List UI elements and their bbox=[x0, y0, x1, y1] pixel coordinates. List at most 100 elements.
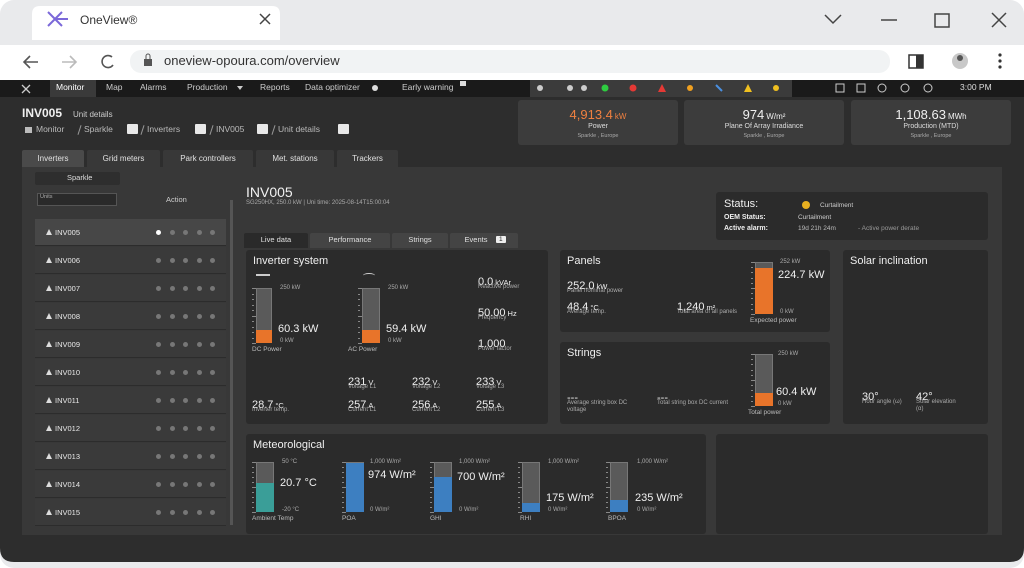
nav-item[interactable]: Data optimizer bbox=[305, 82, 360, 92]
row-action[interactable] bbox=[169, 398, 175, 403]
breadcrumb-item[interactable]: Inverters bbox=[147, 124, 181, 134]
breadcrumb-item[interactable]: Unit details bbox=[278, 124, 321, 134]
detail-tab[interactable] bbox=[392, 233, 448, 248]
tab-label[interactable]: Inverters bbox=[37, 154, 69, 163]
row-action[interactable] bbox=[183, 370, 188, 375]
row-action[interactable] bbox=[196, 230, 202, 235]
unit-row[interactable] bbox=[35, 331, 226, 358]
unit-row[interactable] bbox=[35, 303, 226, 330]
row-action[interactable] bbox=[196, 510, 202, 515]
row-action[interactable] bbox=[169, 370, 175, 375]
detail-tab[interactable] bbox=[310, 233, 390, 248]
unit-row[interactable] bbox=[35, 247, 226, 274]
url-bar[interactable] bbox=[130, 50, 890, 73]
unit-name[interactable]: INV007 bbox=[55, 284, 81, 293]
nav-item[interactable]: Reports bbox=[260, 82, 290, 92]
detail-tab-label[interactable]: Live data bbox=[260, 235, 292, 244]
unit-name[interactable]: INV009 bbox=[55, 340, 81, 349]
tab[interactable] bbox=[256, 150, 334, 167]
unit-row[interactable] bbox=[35, 219, 226, 246]
row-action[interactable] bbox=[183, 510, 188, 515]
row-action[interactable] bbox=[169, 426, 175, 431]
menu-dot[interactable] bbox=[998, 65, 1002, 69]
nav-item[interactable]: Monitor bbox=[56, 82, 85, 92]
nav-item[interactable]: Production bbox=[187, 82, 228, 92]
row-action[interactable] bbox=[156, 454, 161, 459]
unit-name[interactable]: INV010 bbox=[55, 368, 81, 377]
row-action[interactable] bbox=[196, 314, 202, 319]
nav-tools[interactable] bbox=[835, 83, 933, 93]
tab-label[interactable]: Met. stations bbox=[272, 154, 318, 163]
nav-item[interactable]: Map bbox=[106, 82, 123, 92]
row-action[interactable] bbox=[156, 482, 161, 487]
row-action[interactable] bbox=[156, 342, 161, 347]
row-action[interactable] bbox=[210, 342, 215, 347]
detail-tab-label[interactable]: Strings bbox=[408, 235, 432, 244]
row-action[interactable] bbox=[156, 286, 161, 291]
unit-name[interactable]: INV012 bbox=[55, 424, 81, 433]
row-action[interactable] bbox=[156, 230, 161, 235]
row-action[interactable] bbox=[210, 286, 215, 291]
unit-row[interactable] bbox=[35, 415, 226, 442]
breadcrumb-item[interactable]: Sparkle bbox=[84, 124, 113, 134]
unit-row[interactable] bbox=[35, 387, 226, 414]
unit-name[interactable]: INV008 bbox=[55, 312, 81, 321]
detail-tab-label[interactable]: Events bbox=[464, 235, 488, 244]
unit-name[interactable]: INV005 bbox=[55, 228, 81, 237]
row-action[interactable] bbox=[169, 342, 175, 347]
row-action[interactable] bbox=[183, 454, 188, 459]
tab-list[interactable] bbox=[824, 14, 842, 25]
tab[interactable] bbox=[22, 150, 84, 167]
row-action[interactable] bbox=[169, 314, 175, 319]
forward[interactable] bbox=[62, 55, 78, 69]
row-action[interactable] bbox=[183, 258, 188, 263]
breadcrumb-dropdown[interactable] bbox=[338, 124, 349, 134]
menu-dot[interactable] bbox=[998, 53, 1002, 57]
reload[interactable] bbox=[101, 54, 114, 69]
row-action[interactable] bbox=[156, 314, 161, 319]
row-action[interactable] bbox=[183, 342, 188, 347]
tab[interactable] bbox=[87, 150, 160, 167]
detail-tab[interactable] bbox=[244, 233, 308, 248]
row-action[interactable] bbox=[183, 398, 188, 403]
row-action[interactable] bbox=[183, 426, 188, 431]
tab-label[interactable]: Trackers bbox=[352, 154, 383, 163]
row-action[interactable] bbox=[169, 454, 175, 459]
row-action[interactable] bbox=[156, 398, 161, 403]
close[interactable] bbox=[991, 12, 1007, 28]
row-action[interactable] bbox=[210, 454, 215, 459]
maximize[interactable] bbox=[934, 13, 950, 28]
row-action[interactable] bbox=[156, 370, 161, 375]
row-action[interactable] bbox=[196, 258, 202, 263]
nav-item[interactable]: Alarms bbox=[140, 82, 167, 92]
nav-logo[interactable] bbox=[21, 84, 31, 94]
row-action[interactable] bbox=[169, 482, 175, 487]
unit-name[interactable]: INV011 bbox=[55, 396, 80, 405]
row-action[interactable] bbox=[183, 314, 188, 319]
row-action[interactable] bbox=[169, 286, 175, 291]
row-action[interactable] bbox=[169, 230, 175, 235]
url-text[interactable]: oneview-opoura.com/overview bbox=[164, 53, 340, 68]
tab[interactable] bbox=[32, 6, 280, 40]
row-action[interactable] bbox=[156, 258, 161, 263]
row-action[interactable] bbox=[210, 230, 215, 235]
row-action[interactable] bbox=[196, 286, 202, 291]
breadcrumb-item[interactable]: Monitor bbox=[36, 124, 65, 134]
tab-label[interactable]: Grid meters bbox=[102, 154, 145, 163]
row-action[interactable] bbox=[210, 314, 215, 319]
row-action[interactable] bbox=[196, 370, 202, 375]
menu-dot[interactable] bbox=[998, 59, 1002, 63]
tab[interactable] bbox=[337, 150, 398, 167]
nav-item[interactable]: Early warning bbox=[402, 82, 454, 92]
row-action[interactable] bbox=[210, 482, 215, 487]
row-action[interactable] bbox=[196, 454, 202, 459]
breadcrumb-dropdown[interactable] bbox=[195, 124, 206, 134]
unit-name[interactable]: INV014 bbox=[55, 480, 81, 489]
row-action[interactable] bbox=[210, 510, 215, 515]
row-action[interactable] bbox=[196, 342, 202, 347]
row-action[interactable] bbox=[169, 510, 175, 515]
unit-name[interactable]: INV015 bbox=[55, 508, 81, 517]
row-action[interactable] bbox=[210, 426, 215, 431]
detail-tab-label[interactable]: Performance bbox=[328, 235, 372, 244]
row-action[interactable] bbox=[156, 510, 161, 515]
